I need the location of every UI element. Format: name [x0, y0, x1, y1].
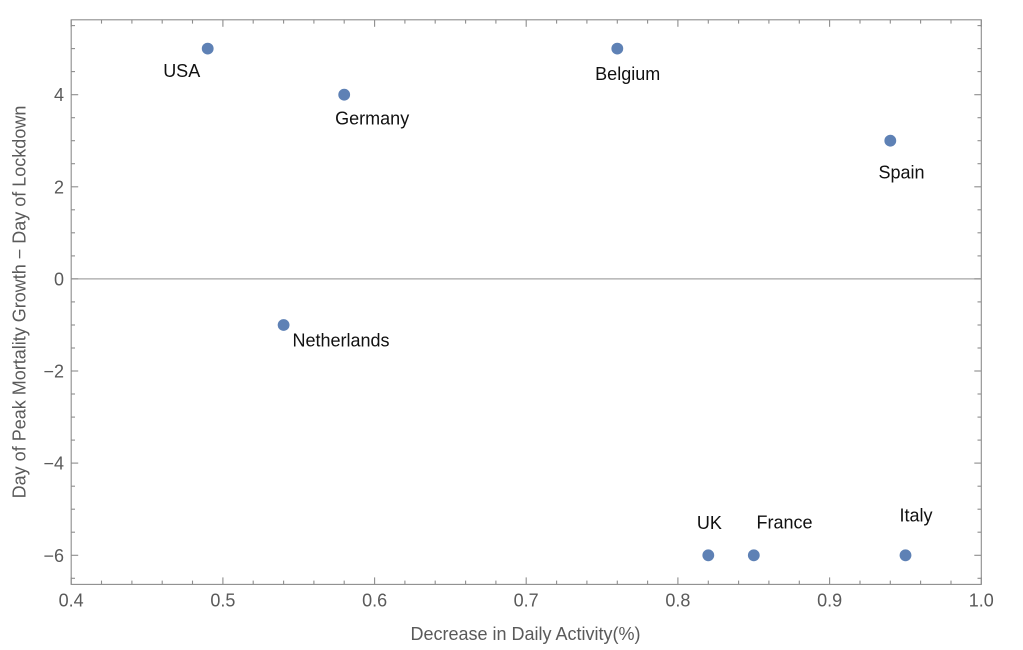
svg-text:4: 4	[54, 85, 64, 105]
svg-text:Netherlands: Netherlands	[292, 330, 389, 350]
svg-text:France: France	[756, 513, 812, 533]
svg-text:Belgium: Belgium	[595, 64, 660, 84]
svg-text:Italy: Italy	[899, 505, 932, 525]
svg-text:0.5: 0.5	[210, 590, 235, 610]
svg-text:−6: −6	[43, 546, 64, 566]
svg-text:0: 0	[54, 269, 64, 289]
svg-text:Germany: Germany	[335, 109, 409, 129]
svg-text:1.0: 1.0	[969, 590, 994, 610]
svg-text:Day of Peak Mortality Growth −: Day of Peak Mortality Growth − Day of Lo…	[10, 106, 30, 499]
svg-text:USA: USA	[163, 61, 200, 81]
svg-text:Spain: Spain	[878, 163, 924, 183]
svg-text:0.8: 0.8	[665, 590, 690, 610]
svg-text:0.9: 0.9	[817, 590, 842, 610]
svg-text:−4: −4	[43, 454, 64, 474]
svg-text:UK: UK	[697, 513, 722, 533]
svg-text:2: 2	[54, 177, 64, 197]
svg-text:0.6: 0.6	[362, 590, 387, 610]
svg-text:−2: −2	[43, 362, 64, 382]
svg-text:0.4: 0.4	[59, 590, 84, 610]
svg-text:Decrease in Daily Activity(%): Decrease in Daily Activity(%)	[410, 624, 640, 644]
svg-text:0.7: 0.7	[514, 590, 539, 610]
